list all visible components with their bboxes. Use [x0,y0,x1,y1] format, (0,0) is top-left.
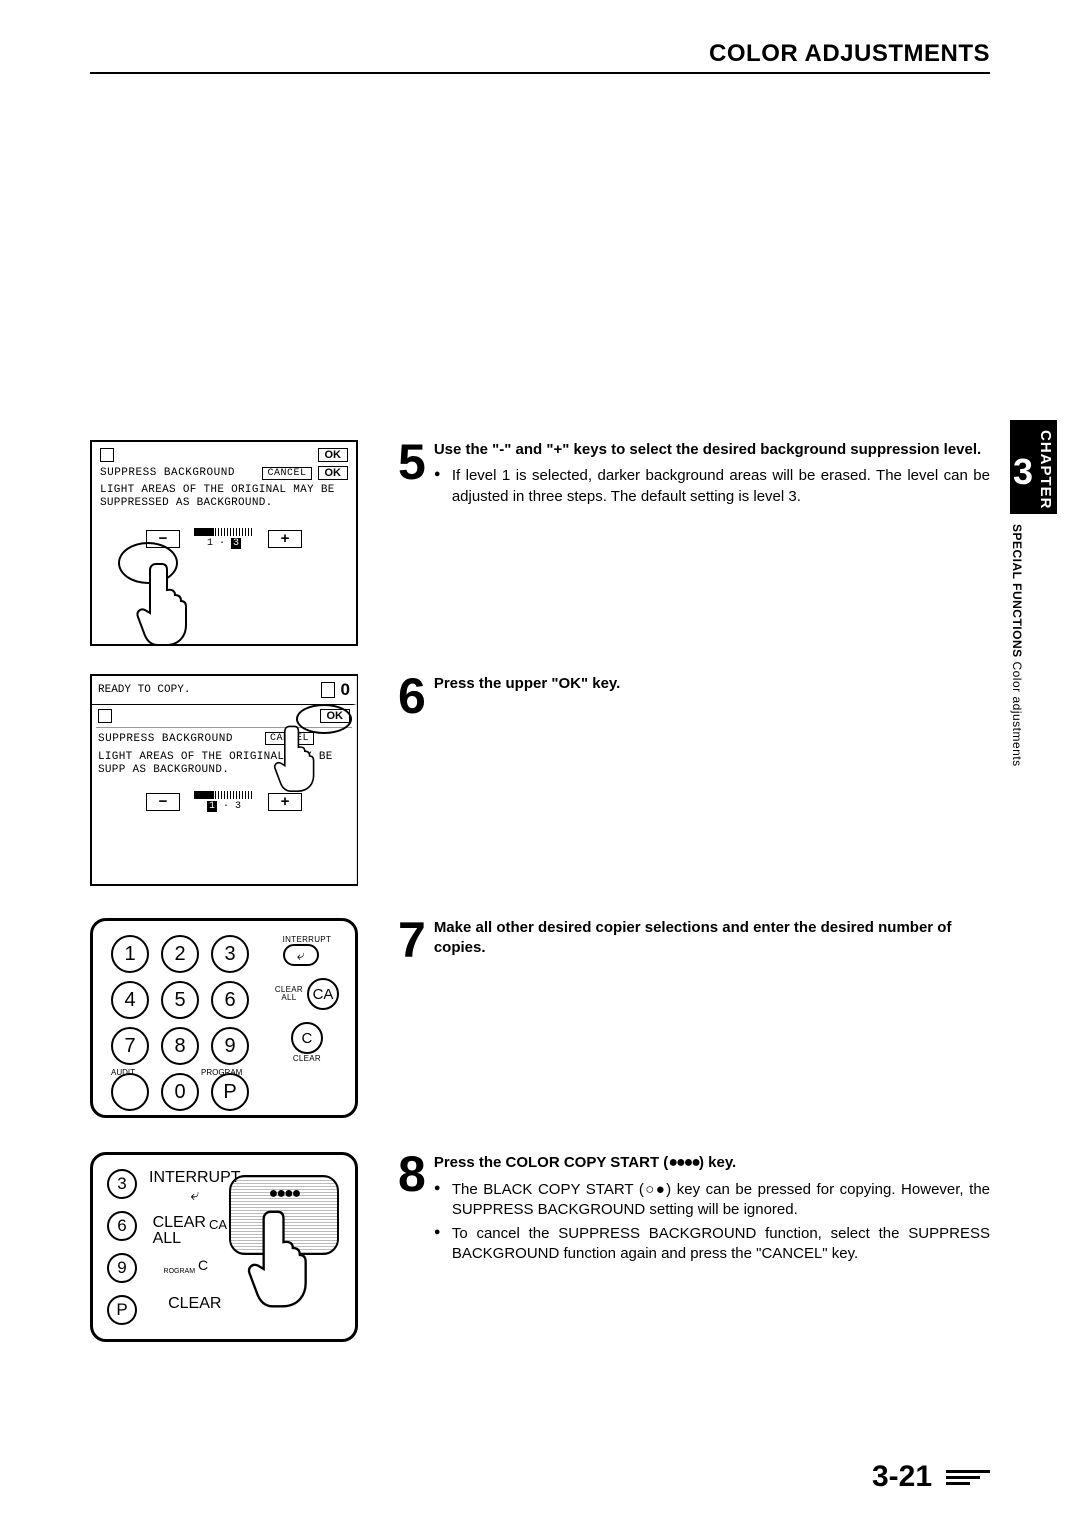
document-icon [98,709,112,723]
program-label: PROGRAM [201,1068,242,1077]
key-p[interactable]: P [107,1295,137,1325]
cancel-button[interactable]: CANCEL [262,467,311,480]
key-3[interactable]: 3 [107,1169,137,1199]
suppression-scale: 1 · 3 [194,528,254,549]
program-label-partial: ROGRAM [164,1268,196,1275]
clear-button[interactable]: C [291,1022,323,1054]
key-p[interactable]: P [211,1073,249,1111]
ok-inner-button[interactable]: OK [318,466,349,480]
step6-title: Press the upper "OK" key. [434,674,990,694]
interrupt-button[interactable]: ⤶ [283,944,319,966]
step8-title: Press the COLOR COPY START (●●●●) key. [434,1152,990,1174]
ready-label: READY TO COPY. [98,684,190,696]
scale-min: 1 [207,538,213,549]
clear-all-label: CLEAR ALL [153,1215,206,1247]
minus-button[interactable]: − [146,793,180,811]
hand-press-icon [245,1195,315,1315]
clear-label: CLEAR [293,1054,321,1063]
page-footer: 3-21 [90,1460,990,1494]
clear-label: CLEAR [168,1295,221,1313]
step8-bullet2: To cancel the SUPPRESS BACKGROUND functi… [434,1224,990,1265]
key-7[interactable]: 7 [111,1027,149,1065]
step7-title: Make all other desired copier selections… [434,918,990,959]
lcd-step5: OK SUPPRESS BACKGROUND CANCEL OK LIGHT A… [90,440,358,646]
interrupt-label: INTERRUPT [283,935,331,944]
key-0[interactable]: 0 [161,1073,199,1111]
step5-bullet1: If level 1 is selected, darker backgroun… [434,466,990,507]
plus-button[interactable]: + [268,530,302,548]
lcd-title: SUPPRESS BACKGROUND [100,467,256,479]
document-icon [100,448,114,462]
audit-label: AUDIT [111,1068,135,1077]
key-3[interactable]: 3 [211,935,249,973]
special-functions-label: SPECIAL FUNCTIONS [1010,524,1024,658]
key-1[interactable]: 1 [111,935,149,973]
step5-title: Use the "-" and "+" keys to select the d… [434,440,990,460]
scale-divider: · [219,538,225,549]
copy-counter: 0 [341,680,350,700]
lcd-description: LIGHT AREAS OF THE ORIGINAL MAY BE SUPPR… [96,482,352,512]
suppression-scale: 1 · 3 [194,791,254,812]
page-icon [321,682,335,698]
key-audit[interactable] [111,1073,149,1111]
chapter-number: 3 [1013,454,1034,490]
lcd-step6: READY TO COPY. 0 OK SUPPRESS BACKGROUND … [90,674,358,886]
chapter-label: CHAPTER [1037,430,1054,510]
footer-decoration-icon [946,1470,990,1485]
bw-symbol-icon: ○● [644,1181,666,1198]
hand-pointer-icon [134,556,194,646]
scale-max: 3 [235,801,241,812]
interrupt-button[interactable]: ⤶ [149,1187,241,1205]
scale-min: 1 [207,801,217,812]
plus-button[interactable]: + [268,793,302,811]
key-9[interactable]: 9 [107,1253,137,1283]
key-4[interactable]: 4 [111,981,149,1019]
key-8[interactable]: 8 [161,1027,199,1065]
step-number-6: 6 [398,674,426,719]
page-number: 3-21 [872,1460,932,1494]
numeric-keypad: 1 2 3 4 5 6 7 8 9 0 P AUDIT PROGRAM [90,918,358,1118]
clear-all-button[interactable]: CA [307,978,339,1010]
ok-top-button[interactable]: OK [318,448,349,462]
scale-divider: · [223,801,229,812]
step-number-5: 5 [398,440,426,485]
step-number-8: 8 [398,1152,426,1197]
scale-max: 3 [231,538,241,549]
page-title: COLOR ADJUSTMENTS [90,40,990,74]
hand-pointer-icon [272,720,320,792]
key-9[interactable]: 9 [211,1027,249,1065]
key-6[interactable]: 6 [211,981,249,1019]
color-drops-icon: ●●●● [668,1154,699,1171]
clear-button[interactable]: C [198,1257,226,1285]
key-5[interactable]: 5 [161,981,199,1019]
key-2[interactable]: 2 [161,935,199,973]
clear-all-label: CLEAR ALL [275,986,303,1002]
lcd-title: SUPPRESS BACKGROUND [98,733,259,745]
step-number-7: 7 [398,918,426,963]
start-panel: 3 6 9 P INTERRUPT ⤶ CLEAR ALL CA ROGR [90,1152,358,1342]
breadcrumb-section: Color adjustments [1010,657,1024,766]
step8-bullet1: The BLACK COPY START (○●) key can be pre… [434,1180,990,1221]
key-6[interactable]: 6 [107,1211,137,1241]
side-chapter-tab: CHAPTER 3 SPECIAL FUNCTIONS Color adjust… [1010,420,1050,770]
interrupt-label: INTERRUPT [149,1169,241,1187]
